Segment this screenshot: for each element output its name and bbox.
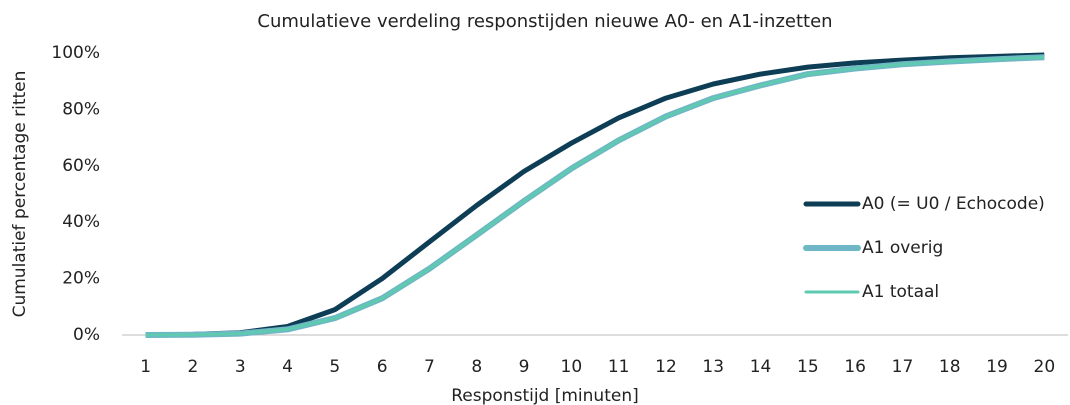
- x-tick-label: 4: [282, 357, 293, 377]
- x-tick-label: 6: [377, 357, 388, 377]
- x-tick-label: 1: [140, 357, 151, 377]
- y-tick-label: 0%: [73, 325, 100, 345]
- x-tick-label: 17: [892, 357, 914, 377]
- legend-label: A1 overig: [862, 238, 943, 258]
- x-tick-label: 13: [702, 357, 724, 377]
- x-tick-label: 5: [329, 357, 340, 377]
- x-tick-label: 14: [750, 357, 772, 377]
- y-tick-label: 40%: [62, 212, 100, 232]
- chart-title: Cumulatieve verdeling responstijden nieu…: [257, 11, 832, 32]
- series-line: [145, 55, 1045, 337]
- x-tick-label: 2: [188, 357, 199, 377]
- x-tick-label: 12: [655, 357, 677, 377]
- series-line: [145, 52, 1045, 338]
- x-tick-label: 15: [797, 357, 819, 377]
- y-tick-label: 80%: [62, 99, 100, 119]
- x-tick-label: 10: [561, 357, 583, 377]
- x-tick-label: 8: [471, 357, 482, 377]
- x-tick-label: 20: [1034, 357, 1056, 377]
- y-axis-title: Cumulatief percentage ritten: [10, 71, 30, 318]
- legend-label: A0 (= U0 / Echocode): [862, 194, 1045, 214]
- x-axis-title: Responstijd [minuten]: [451, 386, 639, 405]
- x-tick-label: 16: [844, 357, 866, 377]
- x-tick-label: 7: [424, 357, 435, 377]
- legend-label: A1 totaal: [862, 282, 939, 302]
- x-tick-label: 19: [986, 357, 1008, 377]
- y-tick-label: 100%: [51, 43, 100, 63]
- y-tick-label: 20%: [62, 269, 100, 289]
- y-tick-label: 60%: [62, 156, 100, 176]
- x-tick-label: 11: [608, 357, 630, 377]
- x-tick-label: 18: [939, 357, 961, 377]
- x-tick-label: 3: [235, 357, 246, 377]
- x-tick-label: 9: [519, 357, 530, 377]
